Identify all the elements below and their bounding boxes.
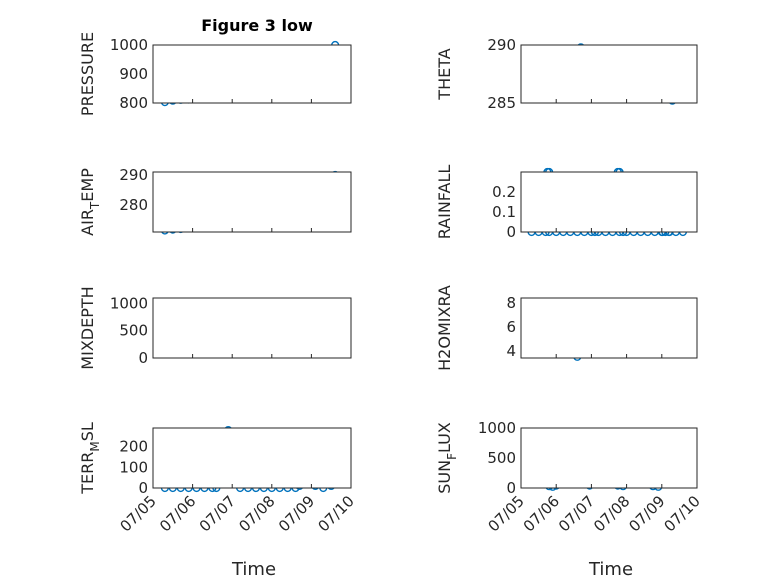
- y-tick-label: 290: [119, 166, 148, 184]
- y-tick-label: 1000: [110, 294, 148, 312]
- x-tick-label: 07/06: [156, 492, 199, 535]
- y-tick-label: 285: [487, 94, 516, 112]
- subplot-4: 0 0.1 0.2 RAINFALL: [435, 165, 698, 241]
- axes-frame: [520, 171, 698, 233]
- y-tick-label: 500: [119, 322, 148, 340]
- subplot-7: 0 100 200 TERRMSL 07/0507/0607/0707/0807/090…: [78, 422, 358, 580]
- y-tick-label: 100: [119, 458, 148, 476]
- y-tick-label: 0.1: [492, 203, 516, 221]
- y-axis-label: TERRMSL: [78, 422, 102, 495]
- x-tick-label: 07/07: [196, 492, 239, 535]
- x-tick-label: 07/05: [485, 492, 528, 535]
- y-tick-label: 0: [138, 349, 148, 367]
- y-tick-label: 280: [119, 196, 148, 214]
- y-tick-label: 500: [487, 449, 516, 467]
- y-axis-label: H2OMIXRA: [435, 285, 454, 371]
- y-axis-label: PRESSURE: [78, 32, 97, 116]
- y-tick-label: 200: [119, 438, 148, 456]
- y-tick-label: 1000: [478, 419, 516, 437]
- x-tick-label: 07/08: [590, 492, 633, 535]
- axes-frame: [152, 297, 352, 359]
- y-tick-label: 290: [487, 36, 516, 54]
- axes-frame: [152, 171, 352, 233]
- axes-frame: [520, 297, 698, 359]
- x-tick-label: 07/07: [555, 492, 598, 535]
- y-tick-label: 900: [119, 65, 148, 83]
- x-tick-label: 07/09: [275, 492, 318, 535]
- subplot-5: 0 500 1000 MIXDEPTH: [78, 286, 352, 370]
- figure-title: Figure 3 low: [201, 16, 313, 35]
- x-tick-label: 07/10: [315, 492, 358, 535]
- y-tick-label: 6: [506, 318, 516, 336]
- axes-frame: [152, 427, 352, 489]
- y-tick-label: 0: [506, 479, 516, 497]
- x-axis-label: Time: [231, 559, 276, 580]
- x-axis-label: Time: [588, 559, 633, 580]
- axes-frame: [520, 44, 698, 104]
- subplot-2: 285 290 THETA: [435, 36, 698, 112]
- subplot-6: 4 6 8 H2OMIXRA: [435, 285, 698, 371]
- x-tick-label: 07/06: [520, 492, 563, 535]
- y-tick-label: 800: [119, 94, 148, 112]
- y-axis-label: RAINFALL: [435, 165, 454, 240]
- y-axis-label: SUNFLUX: [435, 422, 459, 494]
- x-tick-label: 07/05: [117, 492, 160, 535]
- y-axis-label: THETA: [435, 48, 454, 100]
- y-tick-label: 1000: [110, 36, 148, 54]
- y-tick-label: 8: [506, 294, 516, 312]
- x-tick-label: 07/08: [235, 492, 278, 535]
- x-tick-label: 07/10: [661, 492, 704, 535]
- subplot-8: 0 500 1000 SUNFLUX 07/0507/0607/0707/0807/09…: [435, 419, 704, 580]
- y-axis-label: AIRTEMP: [78, 168, 102, 236]
- axes-frame: [520, 427, 698, 489]
- axes-frame: [152, 44, 352, 104]
- y-tick-label: 0: [138, 479, 148, 497]
- y-tick-label: 4: [506, 342, 516, 360]
- y-tick-label: 0: [506, 223, 516, 241]
- x-tick-label: 07/09: [625, 492, 668, 535]
- subplot-3: 280 290 AIRTEMP: [78, 166, 352, 236]
- y-tick-label: 0.2: [492, 183, 516, 201]
- y-axis-label: MIXDEPTH: [78, 286, 97, 369]
- subplot-1: 800 900 1000 PRESSURE: [78, 32, 352, 116]
